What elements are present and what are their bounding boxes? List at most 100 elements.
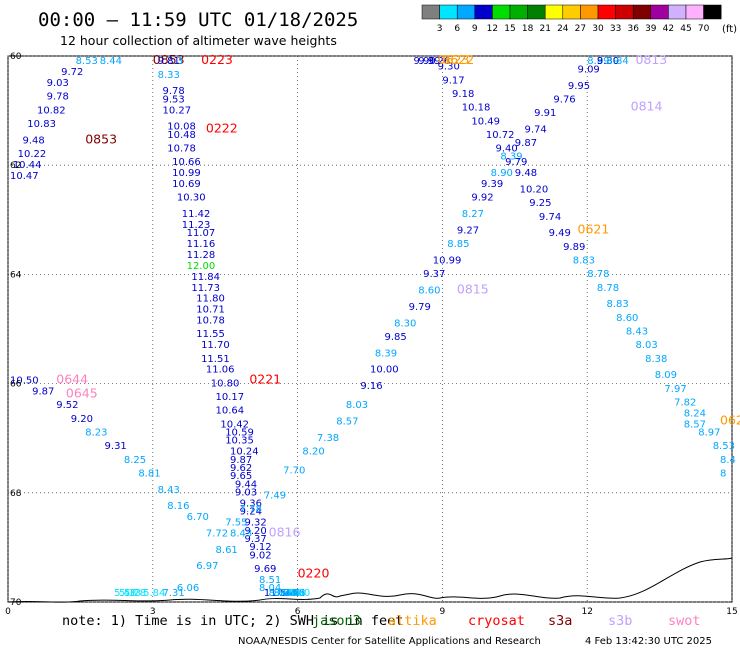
wave-height-label: 9.95 — [568, 81, 590, 92]
color-scale-tick: 39 — [645, 24, 657, 34]
wave-height-label: 10.82 — [37, 105, 66, 116]
wave-height-label: 10.44 — [13, 160, 42, 171]
wave-height-label: 8.78 — [597, 283, 619, 294]
wave-height-label: 9.87 — [32, 387, 54, 398]
track-t0623: 9.909.399.269.309.179.1810.1810.4910.729… — [413, 52, 735, 479]
page-title: 00:00 – 11:59 UTC 01/18/2025 — [38, 9, 358, 31]
satellite-legend-cryosat: cryosat — [468, 613, 525, 629]
y-tick-label: 60 — [10, 52, 22, 62]
wave-height-label: 10.08 — [167, 122, 196, 133]
page-subtitle: 12 hour collection of altimeter wave hei… — [60, 33, 337, 48]
wave-height-label: 10.42 — [220, 419, 249, 430]
color-scale-swatch — [492, 4, 511, 20]
wave-height-label: 10.50 — [10, 376, 39, 387]
wave-height-label: 11.23 — [182, 220, 211, 231]
wave-height-label: 8.30 — [394, 318, 416, 329]
pass-time-label: 0622 — [442, 52, 474, 67]
wave-height-label: 7.65 — [283, 588, 305, 599]
wave-height-label: 9.30 — [597, 56, 619, 67]
pass-time-label: 0623 — [438, 52, 470, 67]
track-t0622: 0622 — [442, 52, 474, 67]
track-t0644: 10.509.879.529.208.239.318.258.818.438.1… — [10, 372, 252, 599]
wave-height-label: 7.38 — [317, 433, 339, 444]
wave-height-label: 8.53 — [713, 441, 735, 452]
satellite-legend-jason3: jason3 — [312, 613, 361, 629]
color-scale-tick: 45 — [680, 24, 691, 34]
color-scale-swatch — [580, 4, 599, 20]
wave-height-label: 9.27 — [457, 225, 479, 236]
wave-height-label: 9.03 — [47, 78, 69, 89]
color-scale-swatch — [703, 4, 722, 20]
wave-height-label: 6.06 — [177, 583, 199, 594]
wave-height-label: 10.66 — [172, 157, 201, 168]
wave-height-label: 11.28 — [187, 250, 216, 261]
wave-height-label: 9.37 — [245, 534, 267, 545]
wave-height-label: 9.20 — [245, 526, 267, 537]
track-t0853: 8.448.539.729.039.7810.8210.839.4810.221… — [10, 52, 185, 182]
wave-height-label: 9.53 — [162, 94, 184, 105]
color-scale-tick: 27 — [575, 24, 586, 34]
color-scale-swatch — [474, 4, 493, 20]
wave-height-label: 9.36 — [240, 498, 262, 509]
track-t0221: 9.879.629.659.449.039.369.249.329.209.37… — [230, 372, 292, 599]
wave-height-label: 9.18 — [452, 89, 474, 100]
wave-height-label: 9.52 — [56, 400, 78, 411]
wave-height-label: 6.97 — [196, 561, 218, 572]
track-t0816: 7.55 7.787.49 7.70 8.20 7.38 8.57 8.03 9.16 10.0… — [225, 56, 629, 539]
track-t0222: 0222 — [206, 120, 238, 135]
wave-height-label: 10.49 — [471, 116, 500, 127]
wave-height-label: 5.48 — [114, 588, 136, 599]
wave-height-label: 11.51 — [201, 354, 230, 365]
color-scale-swatch — [685, 4, 704, 20]
wave-height-label: 10.27 — [162, 105, 191, 116]
satellite-legend-s3b: s3b — [608, 613, 632, 629]
wave-height-label: 8.27 — [273, 588, 295, 599]
pass-time-label: 0223 — [201, 52, 233, 67]
wave-height-label: 9.78 — [162, 86, 184, 97]
wave-height-label: 9.26 — [428, 56, 450, 67]
x-tick-label: 3 — [150, 607, 156, 617]
altimeter-tracks: 8.448.539.729.039.7810.8210.839.4810.221… — [10, 52, 740, 599]
color-scale-tick: 21 — [539, 24, 550, 34]
color-scale-tick: 15 — [504, 24, 515, 34]
wave-height-label: 7.49 — [264, 490, 286, 501]
wave-height-label: 9.74 — [524, 124, 546, 135]
color-scale-swatch — [668, 4, 687, 20]
color-scale-bar: 3 6 9 12 15 18 21 24 27 30 33 36 39 42 45 70 — [421, 4, 722, 34]
wave-height-label: 7.28 — [283, 588, 305, 599]
wave-height-label: 9.81 — [158, 56, 180, 67]
wave-height-label: 10.83 — [27, 119, 56, 130]
track-t0621: 0621 — [578, 221, 610, 236]
pass-time-label: 0816 — [269, 524, 301, 539]
wave-height-label: 8.39 — [587, 56, 609, 67]
wave-height-label: 5.84 — [143, 588, 165, 599]
wave-height-label: 8.04 — [259, 583, 281, 594]
track-t0814: 0814 — [631, 99, 663, 114]
y-tick-label: 66 — [10, 380, 22, 390]
x-tick-label: 12 — [581, 607, 592, 617]
wave-height-label: 10.17 — [216, 392, 245, 403]
wave-height-label: 10.80 — [211, 378, 240, 389]
footer-credit: NOAA/NESDIS Center for Satellite Applica… — [238, 636, 541, 647]
axis-labels: 0 3 6 9 12 15 60 62 64 66 68 70 — [5, 52, 738, 617]
wave-height-label: 11.16 — [187, 239, 216, 250]
wave-height-label: 8.64 — [269, 588, 291, 599]
track-t062x: 062 — [720, 413, 740, 428]
legend-note: note: 1) Time is in UTC; 2) SWH is in fe… — [62, 613, 403, 629]
wave-height-label: 10.18 — [462, 103, 491, 114]
wave-height-label: 8.89 — [597, 56, 619, 67]
wave-height-label: 5.60 — [288, 588, 310, 599]
wave-height-label: 8.60 — [418, 286, 440, 297]
wave-height-label: 10.35 — [225, 436, 254, 447]
color-scale-tick: 24 — [557, 24, 569, 34]
color-scale-tick: 3 — [437, 24, 443, 34]
wave-height-label: 10.20 — [520, 185, 549, 196]
wave-height-label: 10.30 — [177, 193, 206, 204]
color-scale-unit: (ft) — [722, 24, 737, 35]
satellite-legend: jason3 altika cryosat s3a s3b swot — [312, 613, 701, 629]
wave-height-label: 8.33 — [158, 70, 180, 81]
wave-height-label: 8.4 — [720, 455, 736, 466]
wave-height-label: 5.33 — [119, 588, 141, 599]
y-tick-label: 70 — [10, 598, 22, 608]
